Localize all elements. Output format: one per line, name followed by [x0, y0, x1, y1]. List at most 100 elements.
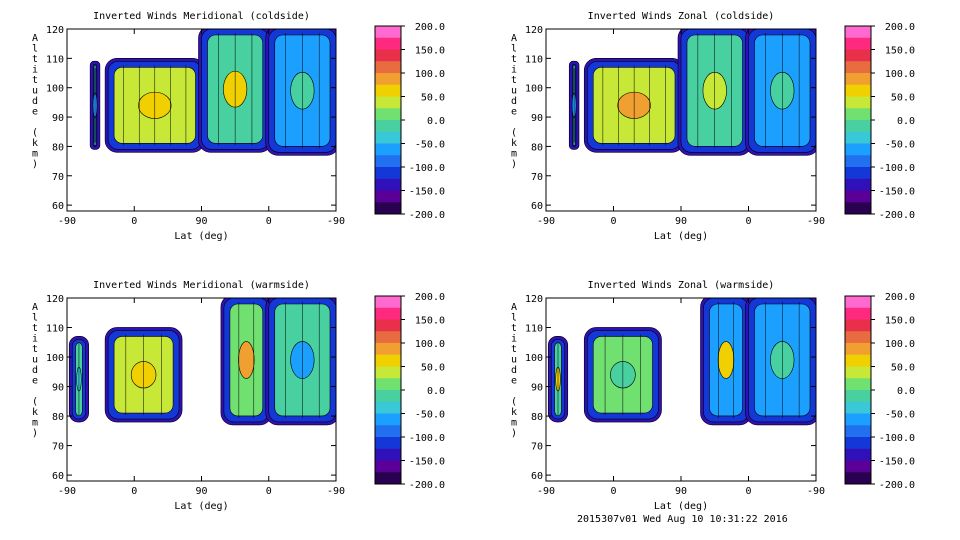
colorbar-swatch — [375, 354, 401, 367]
colorbar-label: 50.0 — [891, 363, 915, 374]
y-axis-label-char: k — [511, 407, 517, 418]
colorbar-swatch — [845, 143, 871, 156]
x-tick-label: 0 — [745, 216, 751, 227]
y-axis-label-char: m — [32, 149, 38, 160]
y-axis-label-char: ) — [32, 159, 38, 170]
colorbar-label: 0.0 — [897, 116, 915, 127]
colorbar-swatch — [375, 120, 401, 133]
colorbar-label: -50.0 — [415, 140, 445, 151]
colorbar-swatch — [375, 413, 401, 426]
x-tick-label: 0 — [610, 216, 616, 227]
colorbar-swatch — [375, 37, 401, 50]
y-tick-label: 100 — [525, 84, 543, 95]
colorbar-swatch — [845, 61, 871, 74]
colorbar-swatch — [845, 354, 871, 367]
colorbar-label: 50.0 — [421, 93, 445, 104]
x-tick-label: 0 — [131, 486, 137, 497]
y-axis-label-char: A — [511, 302, 517, 313]
colorbar-label: 100.0 — [415, 339, 445, 350]
colorbar-swatch — [375, 131, 401, 144]
colorbar-swatch — [845, 390, 871, 403]
x-tick-label: 90 — [195, 216, 207, 227]
x-tick-label: 0 — [131, 216, 137, 227]
contour-region — [583, 57, 685, 153]
contour-region — [700, 298, 752, 426]
contour-region — [104, 57, 205, 153]
y-axis-label-char: k — [32, 138, 38, 149]
colorbar-swatch — [845, 73, 871, 86]
chart-merid-warm: -90 0 90 0 -90 60 70 80 90 100 110 120 Inverted Wind… — [32, 280, 445, 512]
colorbar-swatch — [375, 366, 401, 379]
chart-title: Inverted Winds Meridional (warmside) — [93, 280, 310, 291]
colorbar-swatch — [375, 202, 401, 215]
y-tick-label: 100 — [46, 84, 64, 95]
contour-region — [547, 336, 569, 423]
x-axis-label: Lat (deg) — [654, 231, 708, 242]
colorbar-swatch — [375, 401, 401, 414]
colorbar-swatch — [375, 437, 401, 450]
y-tick-label: 80 — [531, 412, 543, 423]
y-axis-label-char: u — [511, 355, 517, 366]
y-axis-label-char: ( — [32, 128, 38, 139]
y-tick-label: 100 — [46, 353, 64, 364]
colorbar-swatch — [845, 460, 871, 473]
y-axis-label-char: ( — [511, 128, 517, 139]
y-axis-label-char: l — [511, 44, 517, 55]
y-tick-label: 120 — [46, 294, 64, 305]
y-axis-label-char: ) — [511, 428, 517, 439]
y-axis-label-char: t — [511, 75, 517, 86]
colorbar-swatch — [845, 26, 871, 39]
y-axis-label-char: u — [32, 86, 38, 97]
y-axis-label-char: k — [511, 138, 517, 149]
contour-region — [68, 336, 89, 423]
y-axis-label-char: t — [32, 323, 38, 334]
colorbar-swatch — [375, 448, 401, 461]
colorbar-swatch — [375, 61, 401, 74]
y-axis-label-char: t — [32, 344, 38, 355]
y-tick-label: 110 — [525, 324, 543, 335]
colorbar-swatch — [845, 366, 871, 379]
colorbar-swatch — [375, 84, 401, 97]
y-tick-label: 90 — [531, 113, 543, 124]
colorbar-swatch — [845, 448, 871, 461]
colorbar-label: -150.0 — [879, 187, 915, 198]
y-axis-label-char: e — [32, 376, 38, 387]
y-axis-label-char: ( — [511, 397, 517, 408]
contour-region — [220, 298, 273, 426]
x-tick-label: -90 — [327, 216, 345, 227]
colorbar-swatch — [375, 73, 401, 86]
y-axis-label-char: d — [32, 365, 38, 376]
y-axis-label-char: k — [32, 407, 38, 418]
y-tick-label: 70 — [531, 442, 543, 453]
contour-region — [568, 60, 580, 150]
chart-title: Inverted Winds Zonal (coldside) — [588, 11, 775, 22]
colorbar-swatch — [375, 307, 401, 320]
colorbar-label: -100.0 — [409, 163, 445, 174]
y-axis-label-char: ( — [32, 397, 38, 408]
contour-region — [89, 60, 101, 150]
y-tick-label: 90 — [52, 383, 64, 394]
x-tick-label: -90 — [58, 486, 76, 497]
y-axis-label-char: i — [32, 65, 38, 76]
y-axis-label-char: l — [32, 313, 38, 324]
y-tick-label: 80 — [52, 142, 64, 153]
y-tick-label: 70 — [52, 442, 64, 453]
colorbar-swatch — [845, 178, 871, 191]
colorbar-swatch — [375, 167, 401, 180]
colorbar-swatch — [845, 331, 871, 344]
y-axis-label-char: ) — [511, 159, 517, 170]
colorbar-swatch — [375, 378, 401, 391]
colorbar-swatch — [845, 202, 871, 215]
y-tick-label: 80 — [531, 142, 543, 153]
colorbar-swatch — [375, 190, 401, 203]
colorbar-swatch — [375, 26, 401, 39]
colorbar-swatch — [375, 425, 401, 438]
x-tick-label: -90 — [537, 486, 555, 497]
x-tick-label: 0 — [610, 486, 616, 497]
y-tick-label: 110 — [46, 54, 64, 65]
y-axis-label-char: e — [511, 107, 517, 118]
y-tick-label: 80 — [52, 412, 64, 423]
y-tick-label: 70 — [52, 172, 64, 183]
y-tick-label: 100 — [525, 353, 543, 364]
y-axis-label-char: u — [511, 86, 517, 97]
